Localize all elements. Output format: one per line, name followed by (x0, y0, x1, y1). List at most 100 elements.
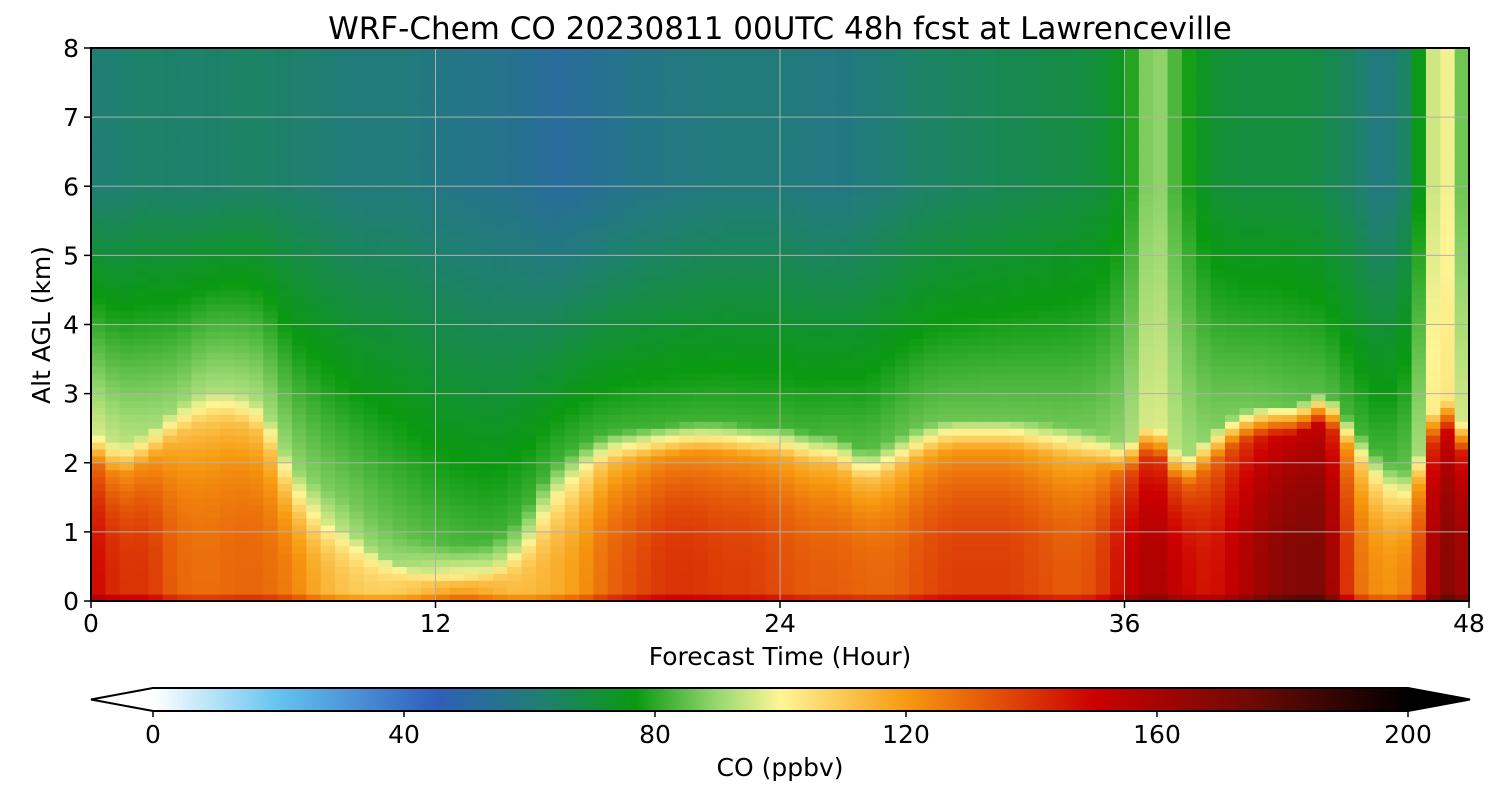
heatmap-cell (650, 324, 666, 333)
heatmap-cell (406, 324, 422, 333)
heatmap-cell (507, 428, 523, 436)
heatmap-cell (808, 435, 824, 443)
heatmap-cell (507, 414, 523, 422)
heatmap-cell (1454, 497, 1469, 505)
heatmap-cell (1038, 552, 1054, 561)
heatmap-cell (449, 283, 465, 291)
heatmap-cell (1239, 296, 1255, 305)
heatmap-cell (1067, 400, 1083, 409)
heatmap-cell (349, 511, 365, 519)
heatmap-cell (650, 379, 666, 388)
heatmap-cell (880, 559, 896, 568)
heatmap-cell (277, 352, 293, 360)
heatmap-cell (1411, 241, 1427, 250)
heatmap-cell (1052, 497, 1068, 505)
heatmap-cell (1095, 400, 1111, 409)
heatmap-cell (105, 393, 121, 402)
heatmap-cell (794, 504, 810, 512)
heatmap-cell (1038, 310, 1054, 319)
heatmap-cell (1339, 469, 1355, 478)
heatmap-cell (1354, 338, 1370, 346)
heatmap-cell (1081, 310, 1097, 319)
heatmap-cell (1124, 462, 1140, 471)
heatmap-cell (335, 352, 350, 360)
heatmap-cell (1081, 372, 1097, 381)
heatmap-cell (191, 241, 207, 250)
heatmap-cell (837, 435, 853, 443)
heatmap-cell (291, 276, 307, 284)
heatmap-cell (1397, 372, 1413, 381)
heatmap-cell (1210, 241, 1226, 250)
heatmap-cell (550, 587, 566, 595)
heatmap-cell (507, 580, 523, 588)
heatmap-cell (808, 400, 824, 409)
heatmap-cell (1210, 248, 1226, 256)
heatmap-cell (148, 289, 164, 298)
heatmap-cell (722, 511, 738, 519)
heatmap-cell (1067, 462, 1083, 471)
heatmap-cell (593, 386, 609, 395)
heatmap-cell (794, 303, 810, 312)
heatmap-cell (1296, 531, 1312, 540)
heatmap-cell (406, 338, 422, 346)
heatmap-cell (1397, 345, 1413, 353)
heatmap-cell (1110, 338, 1126, 346)
heatmap-cell (507, 497, 523, 505)
heatmap-cell (1311, 552, 1327, 561)
heatmap-cell (435, 476, 451, 485)
heatmap-cell (693, 511, 709, 519)
heatmap-cell (636, 469, 652, 478)
heatmap-cell (636, 317, 652, 326)
heatmap-cell (1124, 283, 1140, 291)
heatmap-cell (550, 538, 566, 547)
heatmap-cell (378, 338, 394, 346)
heatmap-cell (937, 580, 953, 588)
heatmap-cell (148, 372, 164, 381)
heatmap-cell (248, 386, 264, 395)
heatmap-cell (1382, 310, 1398, 319)
heatmap-cell (1253, 372, 1269, 381)
heatmap-cell (478, 462, 494, 471)
heatmap-cell (335, 469, 350, 478)
heatmap-cell (1354, 303, 1370, 312)
heatmap-cell (937, 379, 953, 388)
heatmap-cell (535, 248, 551, 256)
heatmap-cell (435, 545, 451, 554)
heatmap-cell (277, 455, 293, 464)
heatmap-cell (205, 338, 221, 346)
heatmap-cell (1339, 566, 1355, 574)
heatmap-cell (1009, 524, 1025, 533)
heatmap-cell (650, 296, 666, 305)
heatmap-cell (277, 283, 293, 291)
heatmap-cell (995, 490, 1011, 498)
heatmap-cell (622, 483, 638, 491)
heatmap-cell (1382, 442, 1398, 450)
heatmap-cell (105, 545, 121, 554)
heatmap-cell (1411, 338, 1427, 346)
heatmap-cell (91, 317, 106, 326)
heatmap-cell (693, 497, 709, 505)
heatmap-cell (1210, 566, 1226, 574)
heatmap-cell (751, 400, 767, 409)
heatmap-cell (1038, 379, 1054, 388)
heatmap-cell (363, 289, 379, 298)
heatmap-cell (708, 490, 724, 498)
heatmap-cell (1153, 262, 1169, 270)
heatmap-cell (636, 324, 652, 333)
heatmap-cell (435, 566, 451, 574)
heatmap-cell (435, 580, 451, 588)
heatmap-cell (1368, 490, 1384, 498)
heatmap-cell (1110, 393, 1126, 402)
heatmap-cell (220, 524, 236, 533)
heatmap-cell (1024, 331, 1039, 339)
heatmap-cell (1038, 400, 1054, 409)
heatmap-cell (435, 359, 451, 367)
heatmap-cell (923, 303, 939, 312)
heatmap-cell (1081, 524, 1097, 533)
heatmap-cell (1425, 511, 1441, 519)
heatmap-cell (808, 476, 824, 485)
heatmap-cell (277, 518, 293, 526)
heatmap-cell (335, 414, 350, 422)
heatmap-cell (119, 345, 135, 353)
heatmap-cell (1110, 372, 1126, 381)
